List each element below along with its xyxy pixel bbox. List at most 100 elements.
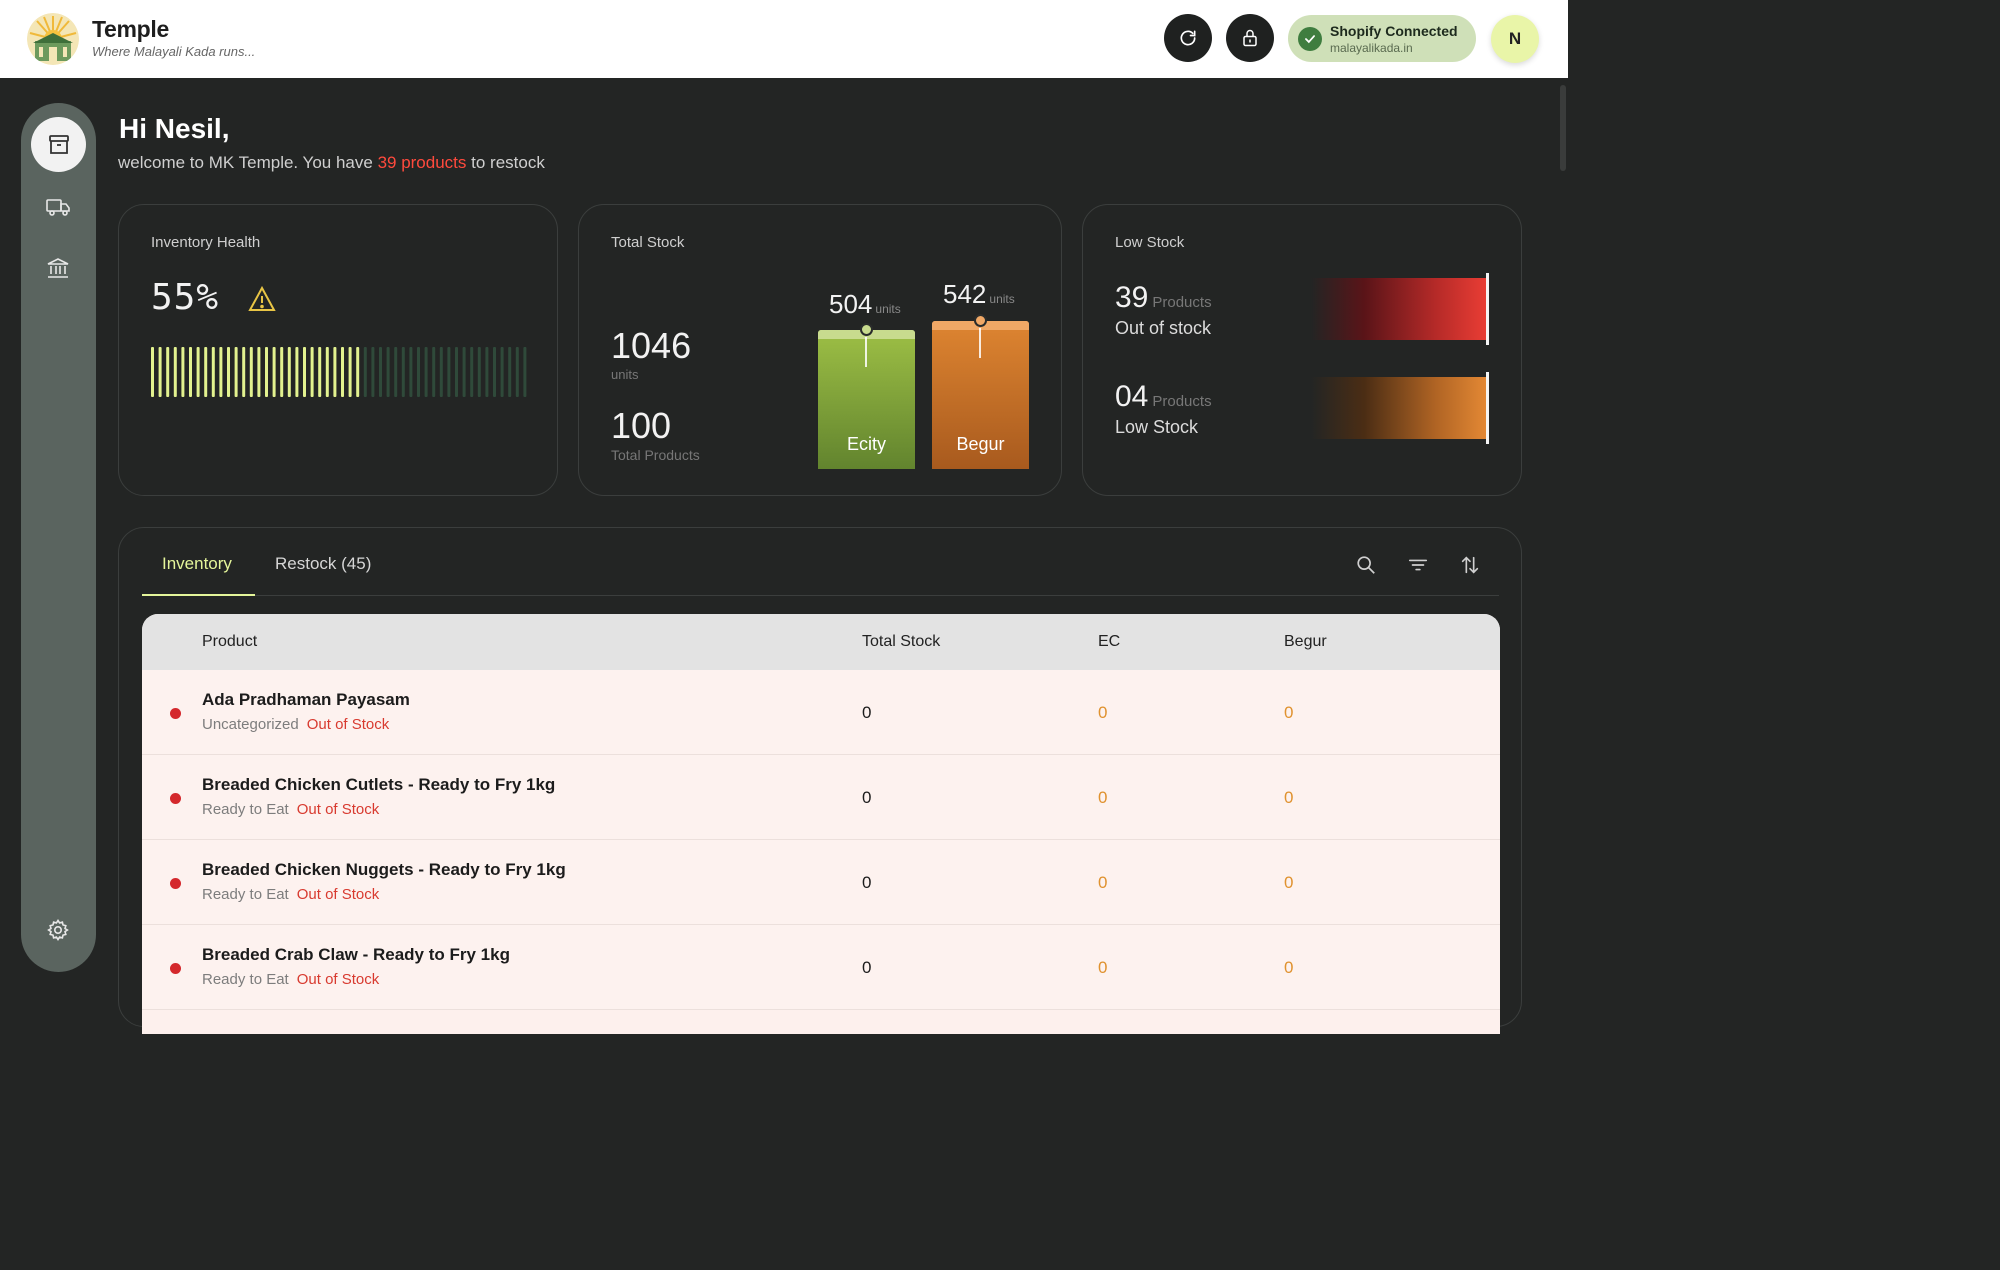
card-title: Inventory Health xyxy=(151,234,261,251)
shopify-status-pill[interactable]: Shopify Connected malayalikada.in xyxy=(1288,15,1476,62)
greeting-title: Hi Nesil, xyxy=(119,113,230,144)
filter-button[interactable] xyxy=(1405,552,1431,578)
health-percent: 55% xyxy=(151,277,220,318)
health-tick-empty xyxy=(455,347,458,397)
health-tick-empty xyxy=(439,347,443,397)
begur-value: 542 xyxy=(943,279,987,309)
bar-marker-line xyxy=(979,328,981,358)
table-header: Product Total Stock EC Begur xyxy=(142,614,1500,670)
health-tick-empty xyxy=(477,347,481,397)
health-tick-filled xyxy=(173,347,177,397)
lock-button[interactable] xyxy=(1226,14,1274,62)
warning-icon xyxy=(248,286,276,311)
begur-stock-value: 542 units xyxy=(943,279,1015,310)
restock-count-link[interactable]: 39 products xyxy=(377,153,467,172)
health-tick-empty xyxy=(363,347,367,397)
lock-icon xyxy=(1243,29,1257,47)
sort-icon xyxy=(1461,556,1479,574)
tab-divider xyxy=(142,595,1499,596)
health-tick-empty xyxy=(500,347,504,397)
cell-ec: 0 xyxy=(1098,958,1108,977)
inventory-health-card: Inventory Health 55% xyxy=(118,204,558,496)
sidebar-item-finance[interactable] xyxy=(41,251,75,285)
inventory-panel: Inventory Restock (45) Product Total Sto… xyxy=(118,527,1522,1034)
table-row[interactable]: Breaded Crab Claw - Ready to Fry 1kg Rea… xyxy=(142,925,1500,1010)
welcome-suffix: to restock xyxy=(466,153,545,172)
table-row[interactable]: Breaded Chicken Nuggets - Ready to Fry 1… xyxy=(142,840,1500,925)
begur-stock-bar[interactable]: Begur xyxy=(932,314,1029,469)
health-tick-filled xyxy=(211,347,215,397)
health-tick-empty xyxy=(508,347,512,397)
search-icon xyxy=(1357,556,1375,574)
health-tick-filled xyxy=(158,347,162,397)
out-of-stock-bar[interactable] xyxy=(1311,273,1489,345)
health-tick-filled xyxy=(181,347,185,397)
out-of-stock-count: 39 Products xyxy=(1115,281,1212,315)
tab-inventory[interactable]: Inventory xyxy=(162,554,232,573)
table-row[interactable]: Ada Pradhaman Payasam Uncategorized Out o… xyxy=(142,670,1500,755)
cell-ec: 0 xyxy=(1098,788,1108,807)
cell-begur: 0 xyxy=(1284,873,1294,892)
table-row[interactable]: Breaded Chicken Cutlets - Ready to Fry 1… xyxy=(142,755,1500,840)
refresh-button[interactable] xyxy=(1164,14,1212,62)
sidebar-item-settings[interactable] xyxy=(41,913,75,947)
user-avatar[interactable]: N xyxy=(1491,15,1539,63)
status-dot xyxy=(170,793,181,804)
ecity-stock-bar[interactable]: Ecity xyxy=(818,323,915,469)
total-units-value: 1046 xyxy=(611,325,692,366)
health-tick-filled xyxy=(272,347,276,397)
health-tick-empty xyxy=(493,347,496,397)
sidebar-item-delivery[interactable] xyxy=(41,190,75,224)
begur-unit: units xyxy=(989,292,1015,306)
col-ec[interactable]: EC xyxy=(1098,633,1121,650)
health-tick-empty xyxy=(409,347,413,397)
status-badge: Out of Stock xyxy=(296,971,380,988)
col-begur[interactable]: Begur xyxy=(1284,633,1327,650)
total-stock-card: Total Stock 1046 units 100 Total Product… xyxy=(578,204,1062,496)
cell-begur: 0 xyxy=(1284,958,1294,977)
health-tick-empty xyxy=(523,347,527,397)
card-title: Low Stock xyxy=(1115,234,1185,251)
cell-begur: 0 xyxy=(1284,788,1294,807)
brand-title: Temple xyxy=(92,16,170,42)
ecity-stock-value: 504 units xyxy=(829,289,901,320)
low-stock-bar[interactable] xyxy=(1311,372,1489,444)
total-products-value: 100 xyxy=(611,405,672,446)
shopify-domain: malayalikada.in xyxy=(1330,41,1413,55)
product-meta: Ready to Eat Out of Stock xyxy=(202,801,379,818)
temple-logo[interactable] xyxy=(27,13,79,65)
product-name: Breaded Chicken Cutlets - Ready to Fry 1… xyxy=(202,775,556,794)
product-meta: Uncategorized Out of Stock xyxy=(202,716,389,733)
welcome-text: welcome to MK Temple. You have 39 produc… xyxy=(118,153,545,173)
health-tick-empty xyxy=(379,347,382,397)
low-stock-label: Low Stock xyxy=(1115,417,1199,437)
page-scrollbar[interactable] xyxy=(1560,85,1566,171)
status-dot xyxy=(170,963,181,974)
archive-icon xyxy=(48,134,69,154)
truck-icon xyxy=(46,199,70,216)
top-header: Temple Where Malayali Kada runs... Shopi… xyxy=(0,0,1568,78)
tab-restock[interactable]: Restock (45) xyxy=(275,554,372,573)
sidebar-item-inventory[interactable] xyxy=(31,117,86,172)
health-tick-empty xyxy=(515,347,519,397)
product-category: Uncategorized xyxy=(202,716,299,733)
health-tick-filled xyxy=(257,347,261,397)
unit: Products xyxy=(1152,393,1212,410)
sidebar xyxy=(21,103,96,972)
health-tick-filled xyxy=(196,347,200,397)
bar-edge xyxy=(1486,372,1489,444)
col-total-stock[interactable]: Total Stock xyxy=(862,633,941,650)
sort-button[interactable] xyxy=(1457,552,1483,578)
health-tick-empty xyxy=(401,347,405,397)
health-tick-empty xyxy=(417,347,420,397)
col-product[interactable]: Product xyxy=(202,633,258,650)
ecity-value: 504 xyxy=(829,289,873,319)
health-tick-filled xyxy=(189,347,192,397)
health-tick-filled xyxy=(310,347,314,397)
health-tick-empty xyxy=(386,347,390,397)
gear-icon xyxy=(47,919,69,941)
total-products-label: Total Products xyxy=(611,447,700,463)
health-tick-empty xyxy=(485,347,489,397)
search-button[interactable] xyxy=(1353,552,1379,578)
product-category: Ready to Eat xyxy=(202,971,289,988)
